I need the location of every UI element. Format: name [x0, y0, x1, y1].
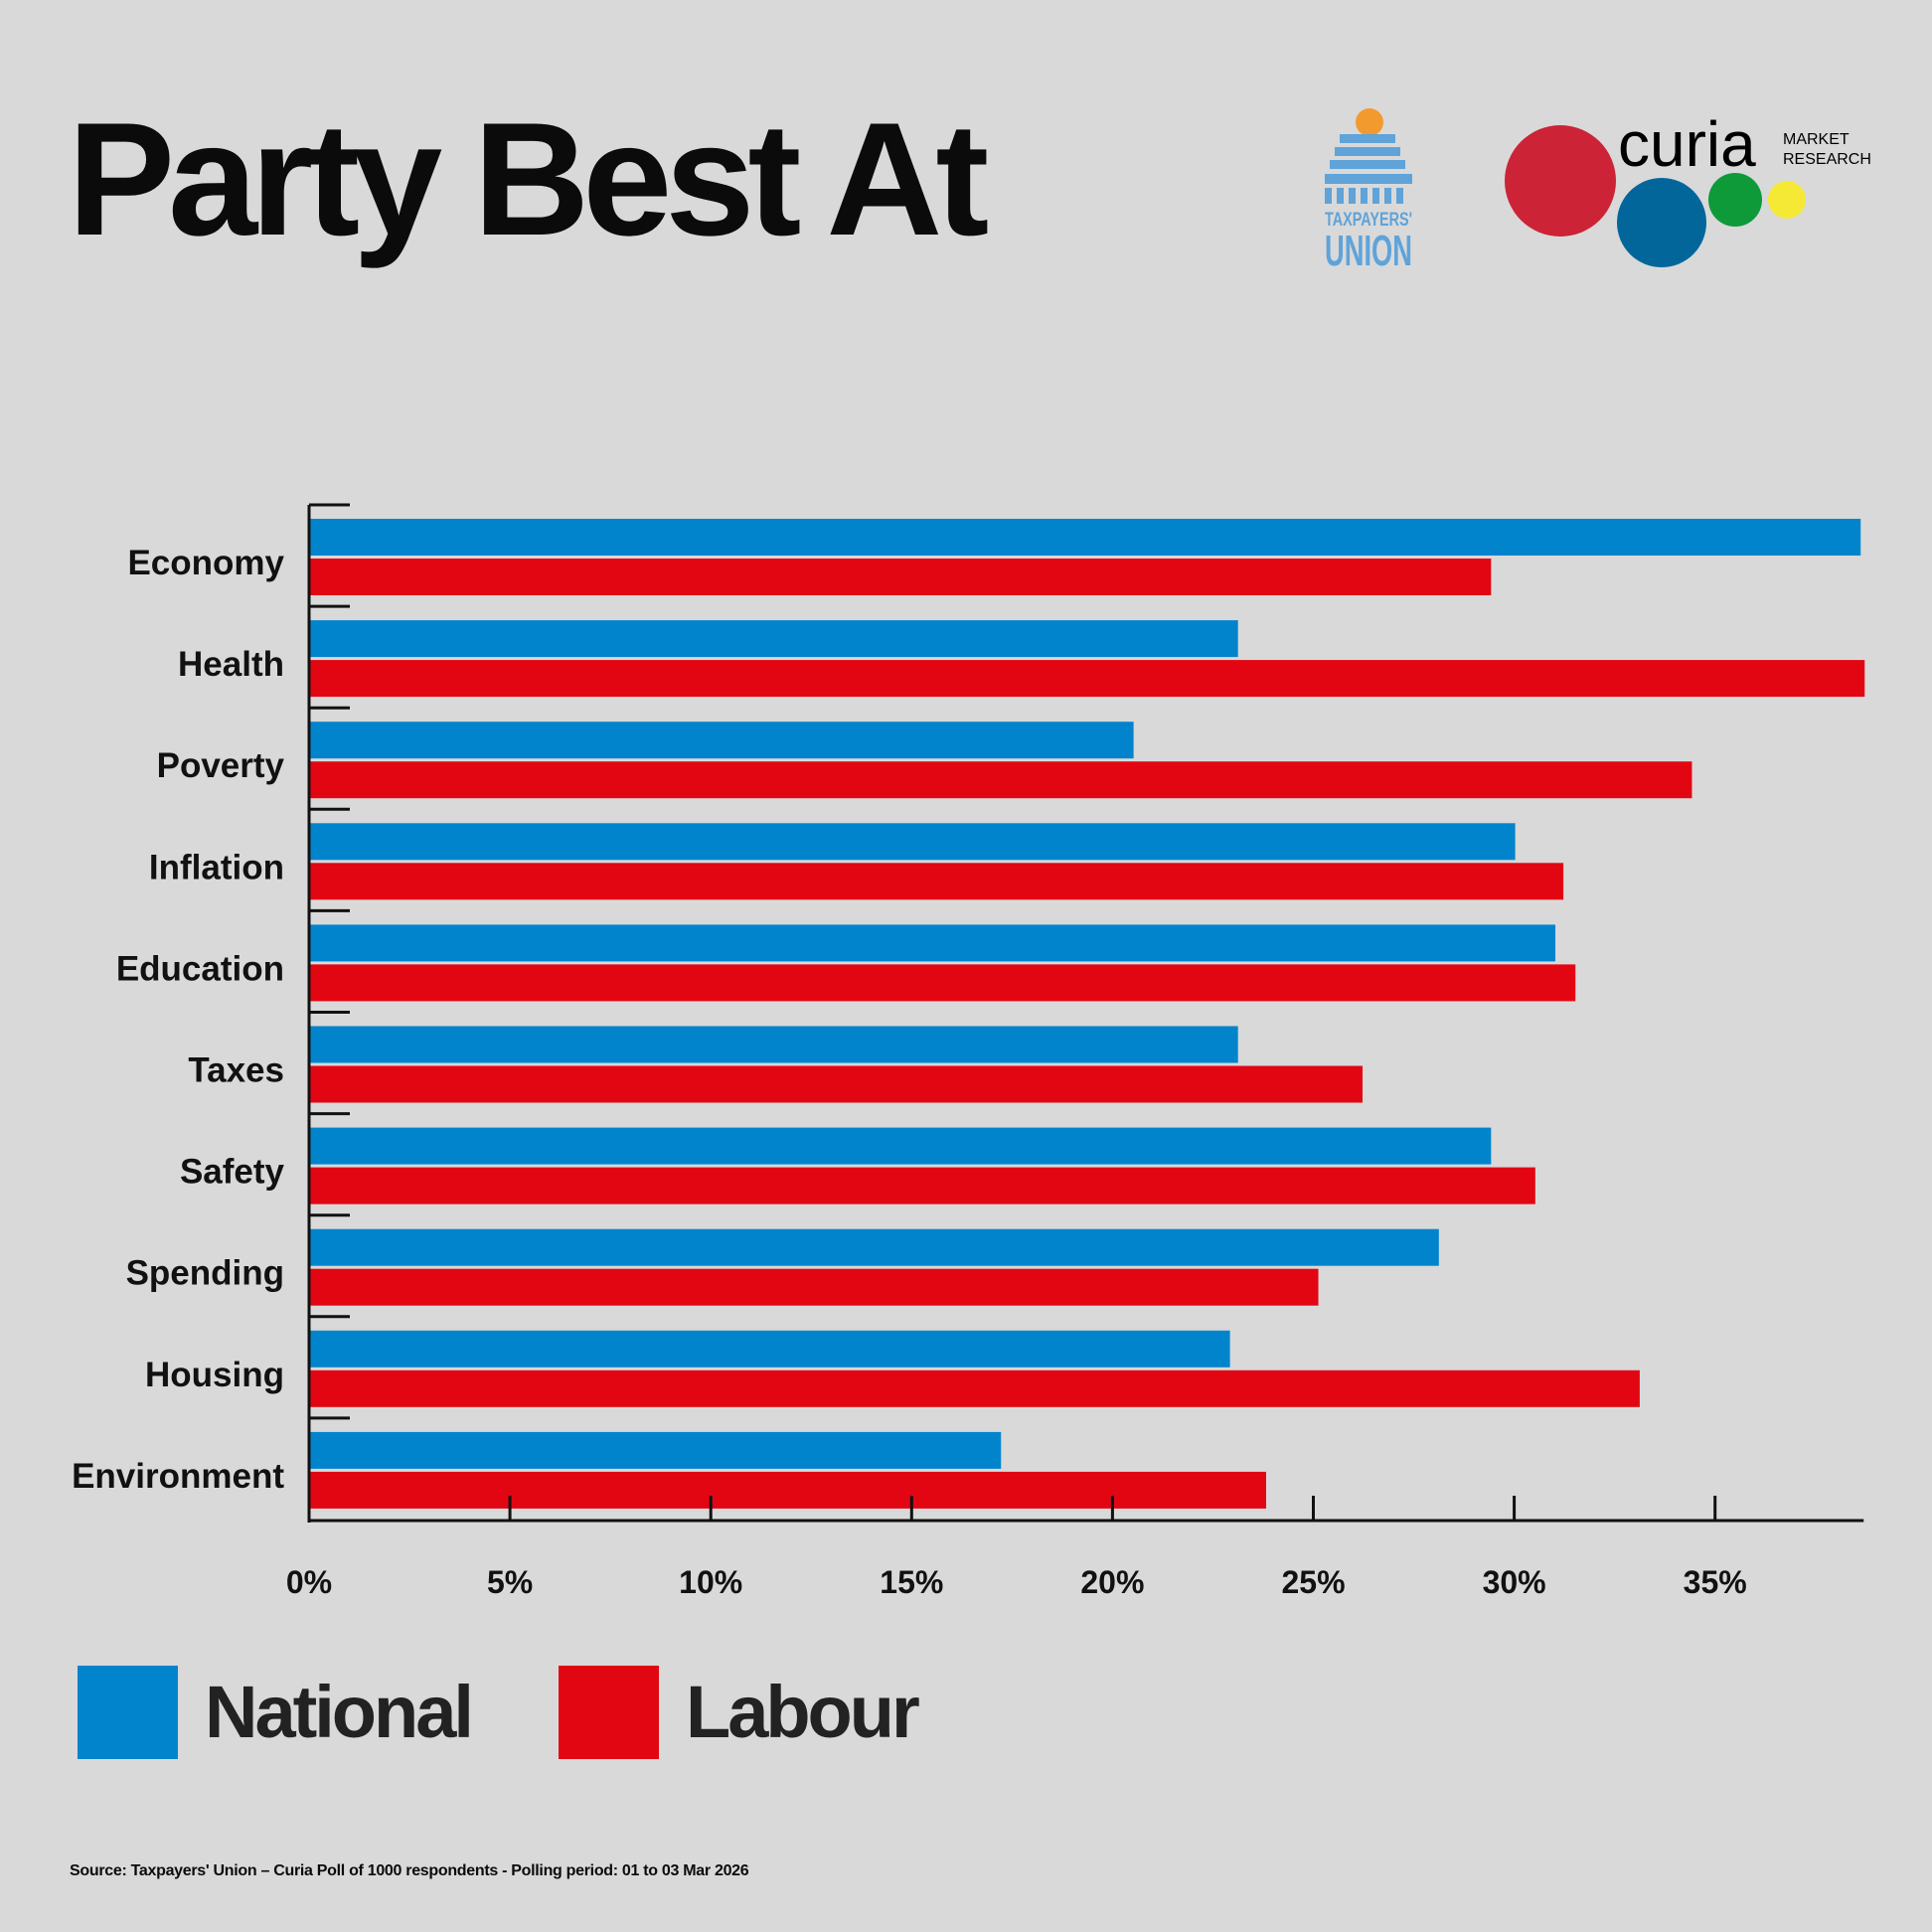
logo-text: curia	[1618, 109, 1756, 180]
bar-labour-taxes	[310, 1065, 1364, 1103]
bar-labour-housing	[310, 1369, 1640, 1407]
legend-swatch-labour	[559, 1666, 659, 1759]
category-label: Environment	[72, 1457, 284, 1496]
category-label: Inflation	[149, 848, 284, 886]
kiwi-sun-icon	[1356, 108, 1383, 136]
source-note: Source: Taxpayers' Union – Curia Poll of…	[70, 1862, 749, 1879]
category-label: Safety	[180, 1153, 285, 1192]
category-label: Housing	[145, 1356, 284, 1394]
x-tick-label: 35%	[1684, 1564, 1747, 1600]
bar-national-poverty	[310, 722, 1134, 759]
x-tick-label: 30%	[1483, 1564, 1546, 1600]
x-tick-label: 10%	[679, 1564, 742, 1600]
bar-national-education	[310, 924, 1556, 962]
bar-national-safety	[310, 1127, 1492, 1165]
x-tick-label: 15%	[880, 1564, 943, 1600]
taxpayers-union-logo: TAXPAYERS' UNION	[1325, 108, 1412, 273]
bar-national-housing	[310, 1330, 1230, 1368]
x-tick-label: 0%	[286, 1564, 332, 1600]
x-tick-label: 25%	[1281, 1564, 1345, 1600]
category-label: Taxes	[188, 1051, 284, 1090]
category-label: Poverty	[157, 746, 285, 785]
x-tick-label: 20%	[1080, 1564, 1144, 1600]
bar-labour-health	[310, 660, 1865, 698]
legend-swatch-national	[78, 1666, 178, 1759]
logo-text: MARKET	[1783, 131, 1850, 148]
bar-labour-inflation	[310, 863, 1564, 900]
legend-label-labour: Labour	[686, 1671, 920, 1753]
logo-text: TAXPAYERS'	[1325, 210, 1412, 231]
bar-labour-economy	[310, 559, 1492, 595]
category-label: Spending	[126, 1254, 284, 1293]
category-label: Economy	[127, 544, 284, 582]
bar-labour-safety	[310, 1167, 1535, 1205]
bar-national-environment	[310, 1431, 1002, 1469]
x-tick-label: 5%	[487, 1564, 533, 1600]
legend-label-national: National	[205, 1671, 474, 1753]
bar-labour-spending	[310, 1268, 1319, 1306]
bar-labour-poverty	[310, 761, 1692, 799]
bar-national-taxes	[310, 1026, 1238, 1063]
category-label: Education	[116, 949, 284, 988]
bar-labour-environment	[310, 1471, 1266, 1509]
bar-national-inflation	[310, 823, 1516, 861]
curia-logo: curia MARKET RESEARCH	[1505, 109, 1871, 267]
category-label: Health	[178, 645, 284, 684]
logo-text: RESEARCH	[1783, 151, 1871, 168]
page-title: Party Best At	[68, 89, 989, 269]
bar-national-spending	[310, 1228, 1439, 1266]
bar-labour-education	[310, 964, 1576, 1002]
bar-national-health	[310, 620, 1238, 658]
bar-national-economy	[310, 519, 1861, 556]
bar-chart: Economy Health Poverty Inflation Education Ta…	[72, 503, 1865, 1600]
logo-text: UNION	[1325, 227, 1412, 273]
